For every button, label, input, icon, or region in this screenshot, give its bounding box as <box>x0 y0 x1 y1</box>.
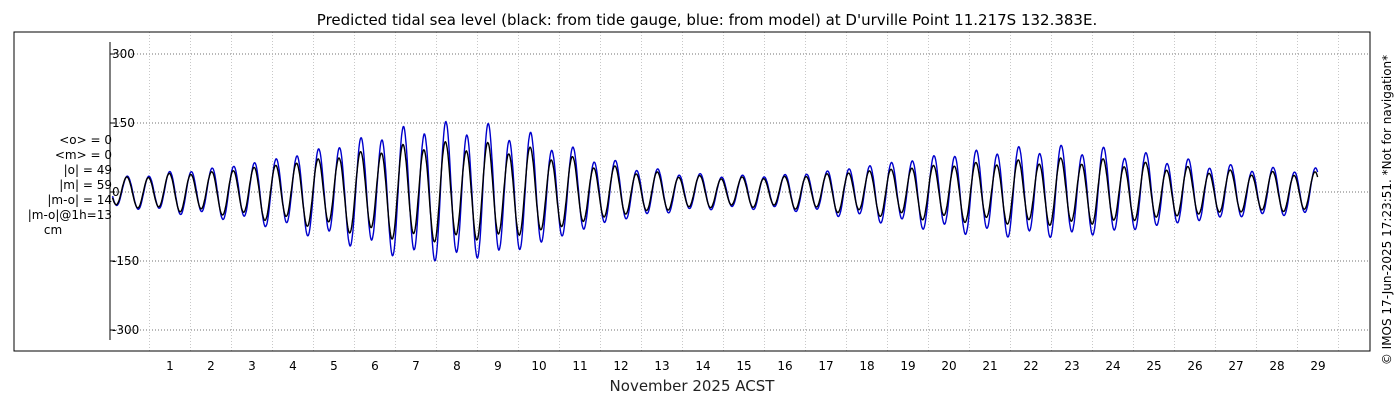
x-tick-label: 3 <box>248 359 256 373</box>
x-tick-label: 24 <box>1105 359 1120 373</box>
x-tick-label: 5 <box>330 359 338 373</box>
stats-panel: <o> = 0 <m> = 0 |o| = 49 |m| = 59 |m-o| … <box>8 133 112 238</box>
x-tick-label: 12 <box>613 359 628 373</box>
x-tick-label: 9 <box>494 359 502 373</box>
plot-frame <box>13 31 1371 352</box>
stat-abs-model: |m| = 59 <box>59 178 112 192</box>
x-tick-label: 6 <box>371 359 379 373</box>
y-axis-ticks: 300 150 0 -150 -300 <box>110 47 139 337</box>
x-tick-label: 22 <box>1023 359 1038 373</box>
copyright-note: © IMOS 17-Jun-2025 17:23:51. *Not for na… <box>1380 55 1394 365</box>
x-tick-label: 4 <box>289 359 297 373</box>
x-axis-ticks: 1 2 3 4 5 6 7 8 9 10 11 12 13 14 15 16 17 18 19 20 21 22 23 24 2… <box>166 359 1325 373</box>
stat-unit: cm <box>43 223 63 237</box>
x-tick-label: 28 <box>1269 359 1284 373</box>
stat-mean-model: <m> = 0 <box>54 148 112 162</box>
x-tick-label: 26 <box>1187 359 1202 373</box>
x-tick-label: 17 <box>818 359 833 373</box>
y-tick-label: 150 <box>112 116 135 130</box>
series-lines <box>111 120 1319 262</box>
x-tick-label: 21 <box>982 359 997 373</box>
stat-abs-diff: |m-o| = 14 <box>47 193 112 207</box>
x-tick-label: 19 <box>900 359 915 373</box>
x-tick-label: 13 <box>654 359 669 373</box>
x-tick-label: 16 <box>777 359 792 373</box>
chart-title: Predicted tidal sea level (black: from t… <box>317 11 1097 29</box>
x-tick-label: 18 <box>859 359 874 373</box>
stat-mean-obs: <o> = 0 <box>59 133 112 147</box>
series-line-tide-gauge <box>111 141 1319 243</box>
x-tick-label: 2 <box>207 359 215 373</box>
x-tick-label: 14 <box>695 359 710 373</box>
x-axis-label: November 2025 ACST <box>610 377 776 395</box>
x-tick-label: 15 <box>736 359 751 373</box>
x-tick-label: 25 <box>1146 359 1161 373</box>
y-tick-label: -150 <box>112 254 139 268</box>
x-tick-label: 20 <box>941 359 956 373</box>
y-tick-label: -300 <box>112 323 139 337</box>
x-tick-label: 11 <box>572 359 587 373</box>
series-line-model <box>111 120 1319 262</box>
x-tick-label: 8 <box>453 359 461 373</box>
stat-abs-diff-lag: |m-o|@1h=13 <box>27 208 112 222</box>
x-tick-label: 23 <box>1064 359 1079 373</box>
grid-lines <box>110 32 1370 351</box>
x-tick-label: 10 <box>531 359 546 373</box>
x-tick-label: 7 <box>412 359 420 373</box>
x-tick-label: 1 <box>166 359 174 373</box>
y-tick-label: 0 <box>112 185 120 199</box>
x-tick-label: 27 <box>1228 359 1243 373</box>
y-tick-label: 300 <box>112 47 135 61</box>
stat-abs-obs: |o| = 49 <box>63 163 112 177</box>
x-tick-label: 29 <box>1310 359 1325 373</box>
